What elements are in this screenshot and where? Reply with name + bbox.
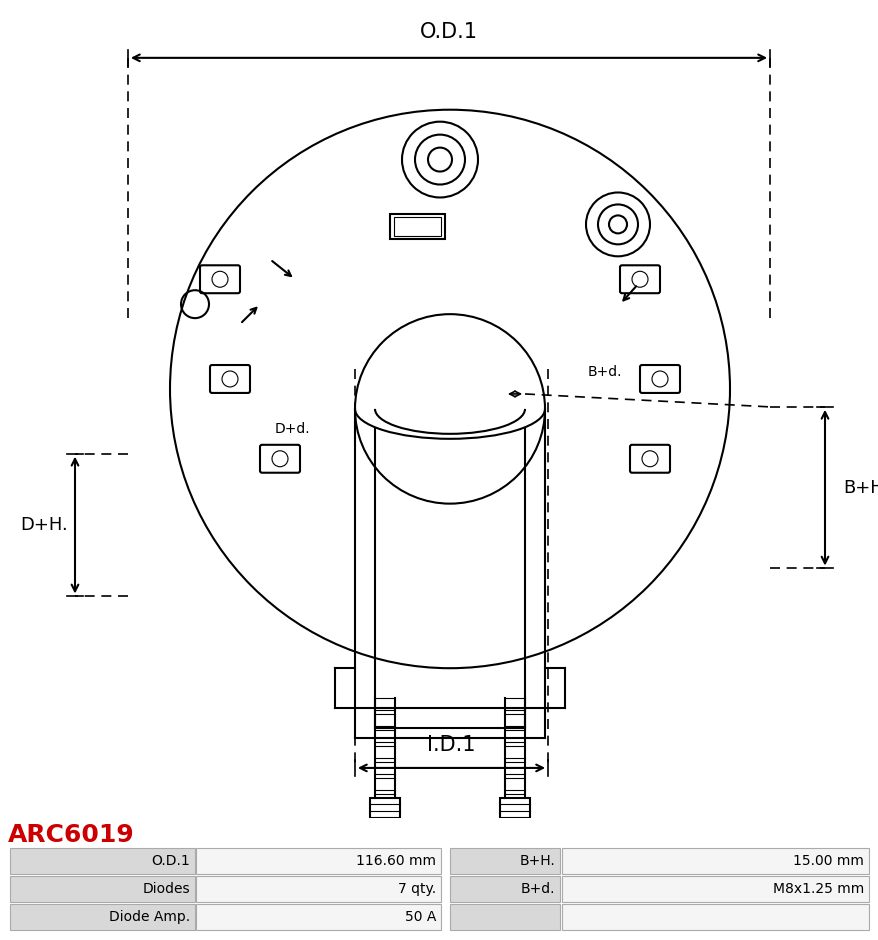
Bar <box>10 876 195 902</box>
Text: D+H.: D+H. <box>20 515 68 534</box>
Bar <box>10 848 195 874</box>
Bar <box>370 798 399 818</box>
Text: D+d.: D+d. <box>275 422 310 436</box>
Text: O.D.1: O.D.1 <box>151 854 190 868</box>
Text: B+H.: B+H. <box>519 854 554 868</box>
Text: 50 A: 50 A <box>404 910 435 924</box>
Text: Diode Amp.: Diode Amp. <box>109 910 190 924</box>
Text: O.D.1: O.D.1 <box>420 22 478 42</box>
Text: B+d.: B+d. <box>520 882 554 896</box>
Bar <box>10 904 195 930</box>
Bar <box>196 904 441 930</box>
Bar <box>196 876 441 902</box>
Text: Diodes: Diodes <box>142 882 190 896</box>
Bar <box>450 876 559 902</box>
Bar <box>561 848 868 874</box>
Bar <box>561 904 868 930</box>
Text: B+d.: B+d. <box>587 365 622 379</box>
Bar <box>390 214 444 240</box>
Bar <box>450 904 559 930</box>
Bar <box>561 876 868 902</box>
Bar <box>500 798 529 818</box>
Bar <box>196 848 441 874</box>
Text: M8x1.25 mm: M8x1.25 mm <box>772 882 863 896</box>
Text: 15.00 mm: 15.00 mm <box>792 854 863 868</box>
Text: 7 qty.: 7 qty. <box>398 882 435 896</box>
Text: ARC6019: ARC6019 <box>8 823 134 847</box>
Text: 116.60 mm: 116.60 mm <box>356 854 435 868</box>
Bar <box>450 848 559 874</box>
Bar <box>393 217 441 236</box>
Text: I.D.1: I.D.1 <box>426 735 475 755</box>
Text: B+H.: B+H. <box>842 478 878 496</box>
